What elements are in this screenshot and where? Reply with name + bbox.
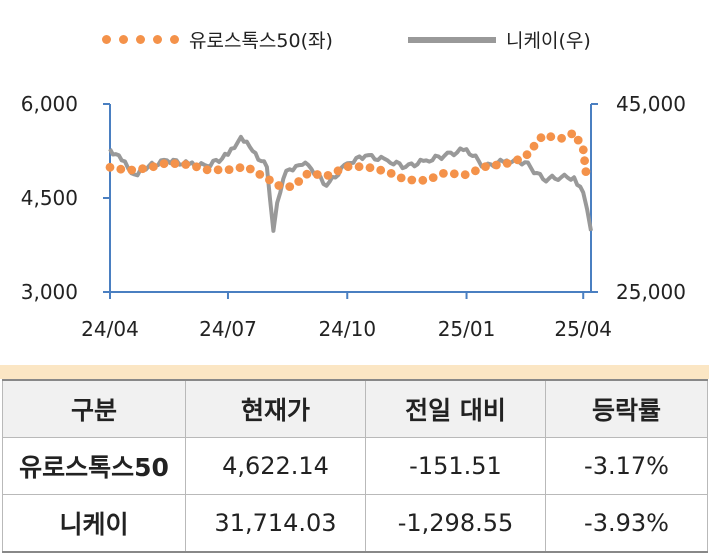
series-point-eurostoxx: [343, 162, 353, 172]
series-point-eurostoxx: [105, 162, 115, 172]
legend-label-nikkei: 니케이(우): [506, 30, 591, 52]
series-point-eurostoxx: [285, 182, 295, 192]
row-change-rate: -3.17%: [545, 437, 708, 495]
row-change: -151.51: [365, 437, 546, 495]
series-point-eurostoxx: [573, 135, 583, 145]
series-point-eurostoxx: [536, 133, 546, 143]
series-point-eurostoxx: [333, 166, 343, 176]
x-tick-label: 24/04: [81, 317, 139, 341]
series-point-eurostoxx: [580, 156, 589, 166]
series-point-eurostoxx: [407, 175, 417, 185]
table-row: 니케이 31,714.03 -1,298.55 -3.93%: [2, 494, 708, 553]
series-point-eurostoxx: [354, 162, 364, 172]
legend-label-eurostoxx: 유로스톡스50(좌): [189, 30, 333, 52]
series-point-eurostoxx: [181, 160, 191, 169]
series-point-eurostoxx: [502, 159, 512, 168]
series-point-eurostoxx: [471, 166, 480, 176]
series-point-eurostoxx: [213, 165, 223, 175]
series-point-eurostoxx: [192, 162, 201, 172]
series-layer: [105, 129, 593, 233]
row-current-price: 4,622.14: [185, 437, 366, 495]
series-point-eurostoxx: [578, 145, 588, 155]
left-tick-label: 4,500: [21, 186, 78, 210]
right-tick-label: 25,000: [616, 280, 686, 304]
series-point-eurostoxx: [376, 165, 386, 175]
series-point-eurostoxx: [557, 133, 566, 143]
left-tick-label: 6,000: [21, 92, 78, 116]
series-point-eurostoxx: [481, 162, 490, 172]
series-point-eurostoxx: [202, 165, 212, 175]
series-point-eurostoxx: [546, 132, 556, 142]
header-current-price: 현재가: [185, 379, 366, 438]
row-name: 유로스톡스50: [2, 437, 186, 495]
series-point-eurostoxx: [274, 181, 284, 190]
series-point-eurostoxx: [449, 169, 459, 179]
series-point-eurostoxx: [116, 164, 126, 174]
header-change: 전일 대비: [365, 379, 546, 438]
series-point-eurostoxx: [323, 171, 333, 180]
series-point-eurostoxx: [529, 141, 539, 151]
tick-labels: 3,000 4,500 6,000 25,000 45,000 24/04 24/07 24/…: [21, 92, 686, 341]
series-point-eurostoxx: [460, 170, 470, 180]
index-table: 구분 현재가 전일 대비 등락률 유로스톡스50 4,622.14 -151.5…: [2, 379, 708, 553]
x-tick-label: 25/01: [438, 317, 496, 341]
axes: [103, 103, 598, 299]
series-point-eurostoxx: [138, 164, 148, 174]
row-name: 니케이: [2, 494, 186, 553]
series-point-eurostoxx: [265, 175, 274, 185]
table-header-band: [0, 365, 709, 379]
header-category: 구분: [2, 379, 186, 438]
series-point-eurostoxx: [159, 159, 169, 169]
legend-item-nikkei: 니케이(우): [408, 26, 591, 53]
legend-item-eurostoxx: 유로스톡스50(좌): [102, 26, 333, 53]
series-point-eurostoxx: [418, 175, 428, 185]
series-point-eurostoxx: [439, 169, 448, 178]
x-tick-label: 24/10: [318, 317, 376, 341]
series-point-eurostoxx: [170, 159, 180, 169]
dotted-line-marker: [102, 35, 179, 44]
solid-line-marker: [408, 36, 496, 43]
x-tick-label: 25/04: [554, 317, 612, 341]
left-tick-label: 3,000: [21, 280, 78, 304]
series-point-eurostoxx: [294, 177, 304, 186]
legend: 유로스톡스50(좌) 니케이(우): [0, 26, 709, 58]
row-change-rate: -3.93%: [545, 494, 708, 553]
right-tick-label: 45,000: [616, 92, 686, 116]
series-point-eurostoxx: [428, 173, 438, 183]
series-point-eurostoxx: [365, 163, 375, 173]
series-point-eurostoxx: [581, 167, 591, 177]
series-point-eurostoxx: [127, 165, 137, 175]
series-point-eurostoxx: [522, 150, 532, 160]
series-point-eurostoxx: [224, 165, 234, 175]
series-point-eurostoxx: [255, 170, 265, 179]
series-point-eurostoxx: [567, 129, 577, 139]
series-point-eurostoxx: [386, 169, 396, 178]
series-point-eurostoxx: [396, 173, 406, 183]
header-change-rate: 등락률: [545, 379, 708, 438]
series-point-eurostoxx: [513, 155, 522, 165]
row-current-price: 31,714.03: [185, 494, 366, 553]
series-point-eurostoxx: [312, 170, 322, 179]
row-change: -1,298.55: [365, 494, 546, 553]
series-point-eurostoxx: [302, 169, 312, 179]
table-row: 유로스톡스50 4,622.14 -151.51 -3.17%: [2, 437, 708, 495]
series-line-nikkei: [108, 134, 593, 233]
dual-axis-line-chart: 3,000 4,500 6,000 25,000 45,000 24/04 24/07 24/…: [21, 92, 686, 341]
series-point-eurostoxx: [235, 163, 245, 173]
series-point-eurostoxx: [492, 160, 501, 170]
table-header-row: 구분 현재가 전일 대비 등락률: [2, 379, 708, 438]
series-point-eurostoxx: [245, 164, 255, 174]
x-tick-label: 24/07: [199, 317, 257, 341]
series-point-eurostoxx: [149, 162, 158, 172]
